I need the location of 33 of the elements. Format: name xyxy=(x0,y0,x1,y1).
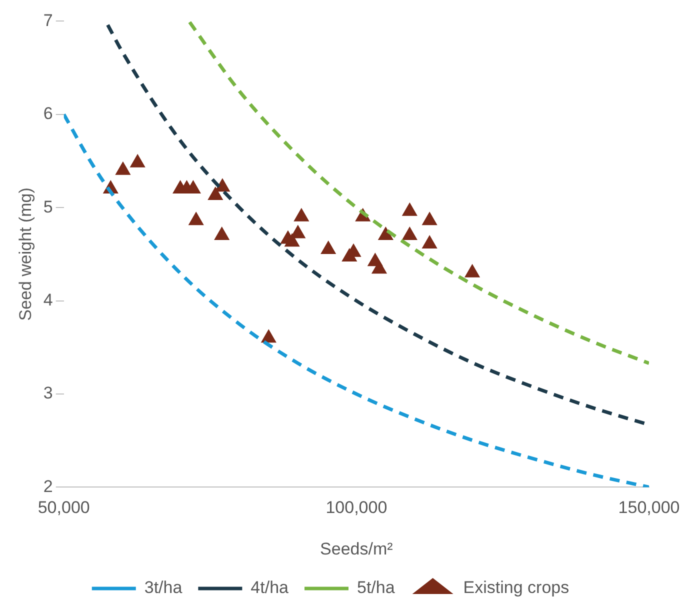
point xyxy=(284,234,300,247)
y-tick-label: 7 xyxy=(43,10,53,30)
legend-label: 3t/ha xyxy=(144,578,183,598)
point xyxy=(130,154,146,168)
point xyxy=(372,260,387,274)
y-tick-label: 4 xyxy=(43,290,53,310)
point xyxy=(208,186,223,200)
point xyxy=(422,212,437,226)
x-tick-label: 100,000 xyxy=(326,498,388,518)
y-tick-label: 2 xyxy=(43,476,53,496)
y-tick-label: 6 xyxy=(43,104,53,124)
x-tick-label: 50,000 xyxy=(38,498,90,518)
point xyxy=(294,208,309,222)
y-tick-label: 3 xyxy=(43,384,53,403)
legend-label: Existing crops xyxy=(463,578,570,598)
point xyxy=(214,227,230,240)
point xyxy=(320,241,336,254)
legend-label: 4t/ha xyxy=(250,578,290,598)
point xyxy=(464,264,480,278)
point xyxy=(116,162,130,175)
point xyxy=(261,330,276,343)
legend-label: 5t/ha xyxy=(356,578,396,598)
point xyxy=(402,202,418,216)
x-tick-label: 150,000 xyxy=(618,498,680,518)
y-tick-label: 5 xyxy=(43,197,53,216)
line-series xyxy=(188,21,649,365)
point xyxy=(402,227,418,240)
point xyxy=(378,227,394,240)
point xyxy=(188,212,204,226)
point xyxy=(215,178,230,192)
x-axis-title: Seeds/m² xyxy=(320,539,394,558)
point xyxy=(422,235,437,248)
y-axis-title: Seed weight (mg) xyxy=(16,188,35,321)
